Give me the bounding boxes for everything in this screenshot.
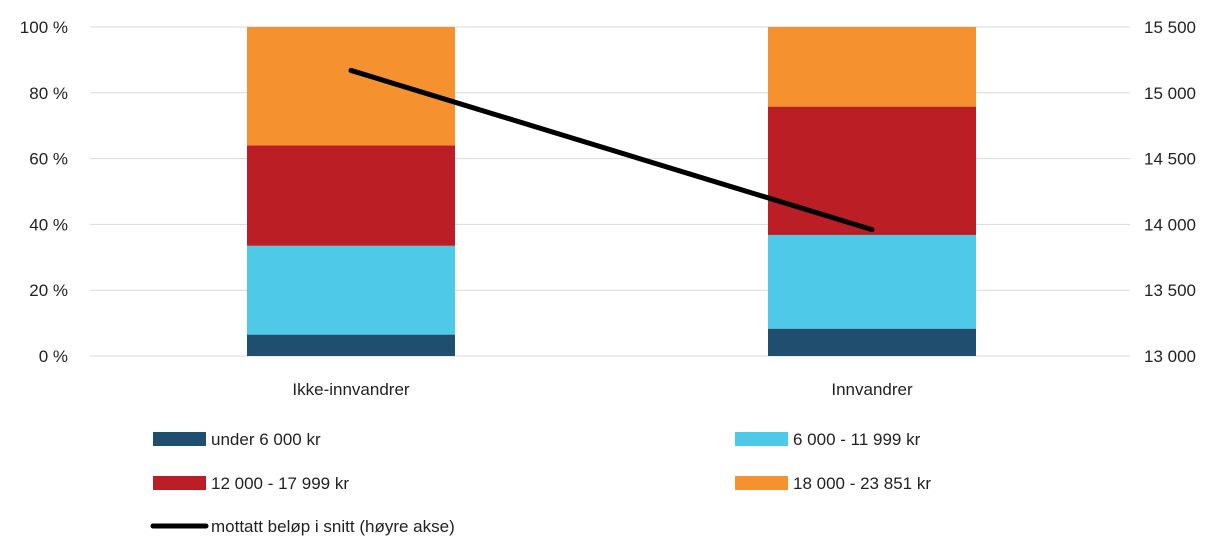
left-axis-tick-label: 60 % [29, 150, 68, 169]
bar-segment [247, 145, 455, 246]
left-axis-tick-label: 40 % [29, 215, 68, 234]
bar-segment [768, 234, 976, 329]
legend-label: 6 000 - 11 999 kr [793, 430, 921, 449]
right-axis-tick-label: 13 500 [1144, 281, 1196, 300]
average-line [348, 67, 875, 233]
x-axis-category-label: Ikke-innvandrer [292, 380, 410, 399]
legend-swatch [153, 476, 206, 490]
right-axis-tick-label: 13 000 [1144, 347, 1196, 366]
right-axis: 13 000 13 500 14 000 14 500 15 000 15 500 [1144, 18, 1196, 366]
bar-segment [247, 245, 455, 335]
bar-segment [768, 27, 976, 107]
bar-stack-0 [247, 27, 455, 356]
right-axis-tick-label: 15 500 [1144, 18, 1196, 37]
legend-label: 12 000 - 17 999 kr [211, 474, 349, 493]
average-amount-point [350, 69, 352, 71]
x-axis-category-label: Innvandrer [831, 380, 913, 399]
x-axis: Ikke-innvandrer Innvandrer [292, 380, 913, 399]
left-axis-tick-label: 0 % [39, 347, 68, 366]
bar-segment [768, 106, 976, 235]
legend-item: 6 000 - 11 999 kr [735, 430, 921, 449]
legend-label: mottatt beløp i snitt (høyre akse) [211, 517, 455, 536]
left-axis-tick-label: 80 % [29, 84, 68, 103]
legend-swatch [153, 432, 206, 446]
legend-item: 18 000 - 23 851 kr [735, 474, 931, 493]
legend-item: under 6 000 kr [153, 430, 321, 449]
legend-item: 12 000 - 17 999 kr [153, 474, 349, 493]
right-axis-tick-label: 15 000 [1144, 84, 1196, 103]
bar-segment [247, 334, 455, 356]
left-axis: 0 % 20 % 40 % 60 % 80 % 100 % [20, 18, 68, 366]
average-amount-point [871, 229, 873, 231]
right-axis-tick-label: 14 000 [1144, 215, 1196, 234]
average-amount-line [348, 67, 875, 233]
bar-segment [768, 328, 976, 356]
bars [247, 27, 976, 356]
bar-stack-1 [768, 27, 976, 356]
legend: under 6 000 kr 6 000 - 11 999 kr 12 000 - … [150, 430, 931, 536]
legend-item-line: mottatt beløp i snitt (høyre akse) [150, 517, 455, 536]
legend-swatch [735, 476, 788, 490]
bar-segment [247, 27, 455, 146]
legend-label: 18 000 - 23 851 kr [793, 474, 931, 493]
legend-swatch [735, 432, 788, 446]
left-axis-tick-label: 20 % [29, 281, 68, 300]
right-axis-tick-label: 14 500 [1144, 150, 1196, 169]
left-axis-tick-label: 100 % [20, 18, 68, 37]
legend-label: under 6 000 kr [211, 430, 321, 449]
